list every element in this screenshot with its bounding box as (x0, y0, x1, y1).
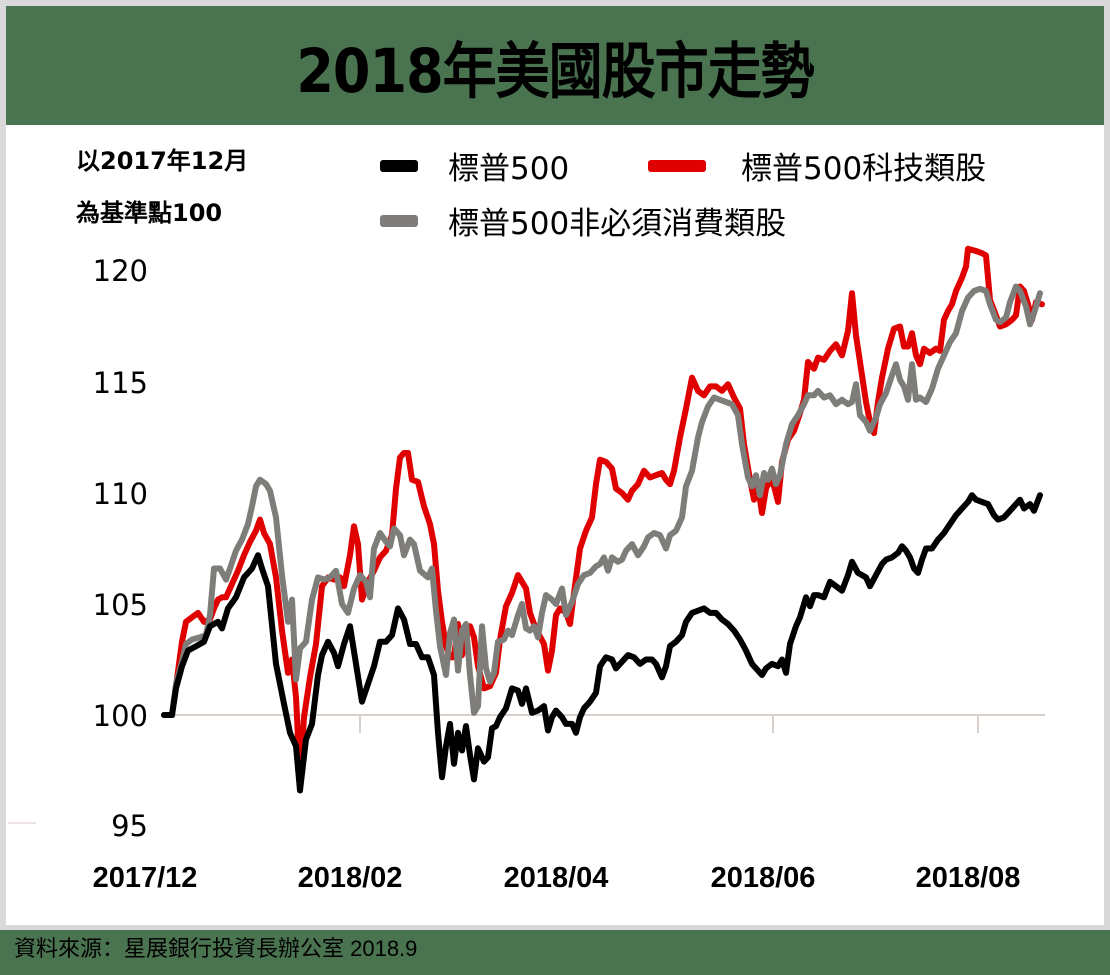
x-tick-2018-08: 2018/08 (915, 862, 1021, 894)
x-tick-marks (359, 715, 979, 733)
legend-sp500-consumer-discretionary: 標普500非必須消費類股 (380, 198, 786, 243)
title-bar: 2018年美國股市走勢 (6, 6, 1104, 125)
y-tick-95: 95 (111, 809, 148, 843)
series-line-1 (161, 245, 1045, 783)
y-tick-100: 100 (92, 699, 148, 733)
y-axis-note-line1: 以2017年12月 (76, 147, 249, 175)
legend-swatch-red-icon (648, 159, 706, 172)
legend-swatch-gray-icon (380, 214, 418, 227)
chart-title: 2018年美國股市走勢 (296, 35, 814, 107)
x-tick-2018-04: 2018/04 (503, 862, 609, 894)
series-line-2 (161, 283, 1043, 718)
y-tick-120: 120 (92, 254, 148, 288)
x-tick-2017-12: 2017/12 (92, 862, 198, 894)
series-lines (161, 245, 1045, 794)
legend-label: 標普500非必須消費類股 (448, 206, 787, 242)
y-tick-105: 105 (92, 588, 148, 622)
y-axis-note-line2: 為基準點100 (76, 199, 223, 227)
y-tick-110: 110 (92, 477, 148, 511)
x-tick-2018-02: 2018/02 (297, 862, 403, 894)
legend-swatch-black-icon (380, 159, 418, 172)
x-tick-2018-06: 2018/06 (710, 862, 816, 894)
legend-label: 標普500科技類股 (741, 151, 987, 187)
y-tick-115: 115 (92, 366, 148, 400)
chart-panel (6, 125, 1104, 925)
legend-sp500-tech: 標普500科技類股 (648, 143, 986, 188)
legend-label: 標普500 (448, 151, 570, 187)
legend-sp500: 標普500 (380, 143, 569, 188)
source-note: 資料來源：星展銀行投資長辦公室 2018.9 (14, 936, 418, 961)
series-line-0 (161, 492, 1043, 794)
